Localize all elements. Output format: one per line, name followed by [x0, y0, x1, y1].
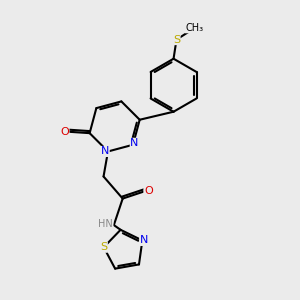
- Text: O: O: [144, 186, 153, 196]
- Text: N: N: [130, 138, 139, 148]
- Text: HN: HN: [98, 219, 113, 229]
- Text: S: S: [173, 34, 180, 45]
- Text: N: N: [101, 146, 109, 157]
- Text: N: N: [140, 236, 148, 245]
- Text: O: O: [60, 127, 69, 137]
- Text: S: S: [100, 242, 107, 252]
- Text: CH₃: CH₃: [185, 23, 203, 33]
